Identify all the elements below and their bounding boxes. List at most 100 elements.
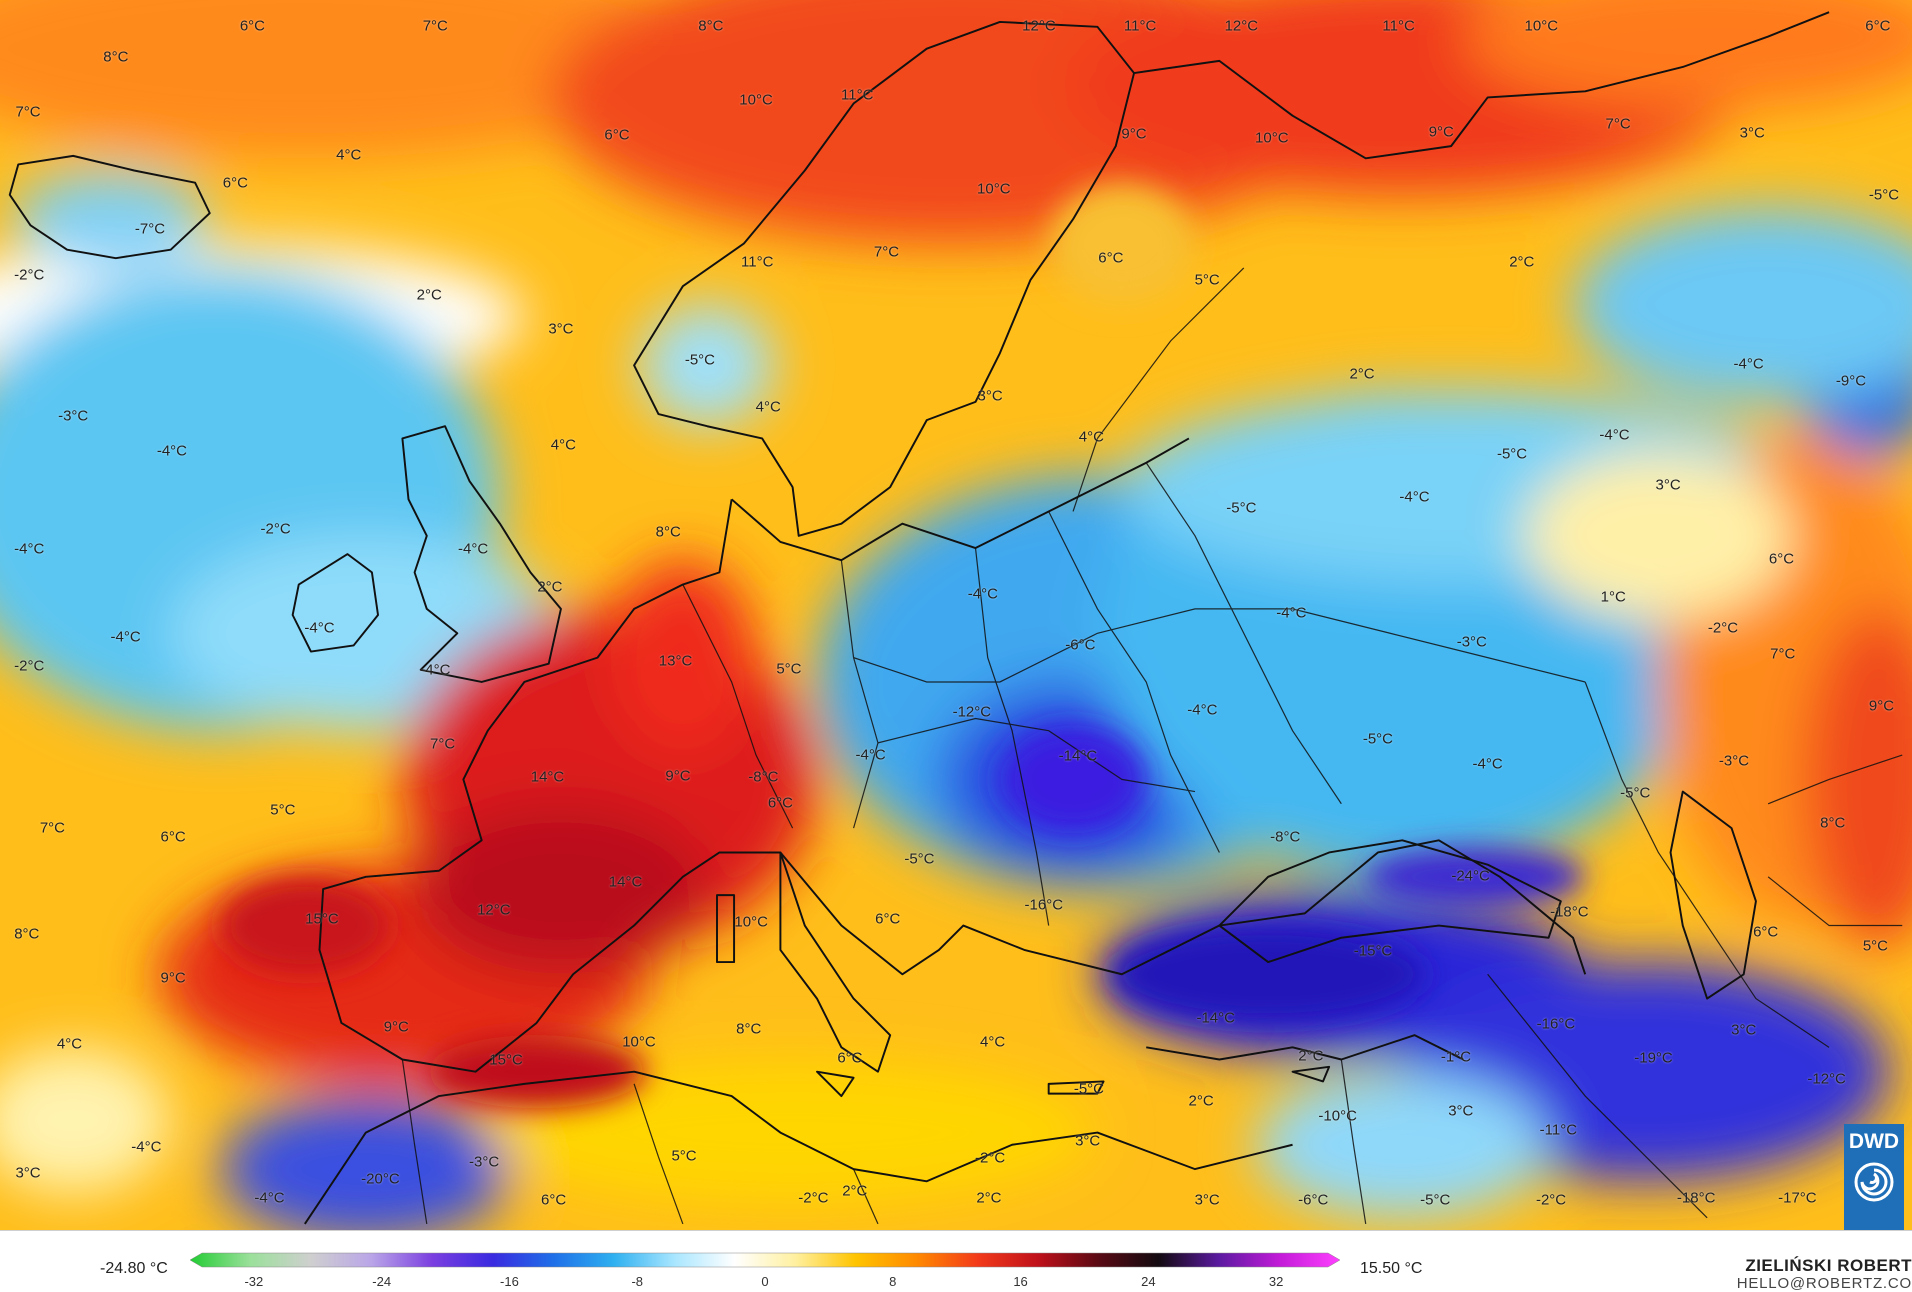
temperature-label: 11°C xyxy=(841,86,873,103)
temperature-label: -4°C xyxy=(131,1139,161,1156)
author-contact: HELLO@ROBERTZ.CO xyxy=(1737,1275,1912,1292)
temperature-label: 2°C xyxy=(842,1183,867,1200)
temperature-label: -2°C xyxy=(1708,620,1738,637)
temperature-label: -8°C xyxy=(1270,828,1300,845)
temperature-label: -17°C xyxy=(1778,1190,1817,1207)
temperature-label: -3°C xyxy=(1719,753,1749,770)
temperature-label: 9°C xyxy=(161,969,186,986)
temperature-label: 7°C xyxy=(430,736,455,753)
temperature-label: -12°C xyxy=(953,704,992,721)
temperature-field xyxy=(0,0,1912,1230)
temperature-label: -16°C xyxy=(1537,1016,1576,1033)
temperature-label: 2°C xyxy=(1189,1092,1214,1109)
temperature-label: 9°C xyxy=(1121,125,1146,142)
temperature-colorbar xyxy=(190,1251,1340,1269)
temperature-label: -5°C xyxy=(685,352,715,369)
temperature-label: -4°C xyxy=(1399,488,1429,505)
temperature-label: -11°C xyxy=(1540,1122,1577,1139)
temperature-label: 7°C xyxy=(1606,116,1631,133)
temperature-label: 6°C xyxy=(1098,250,1123,267)
temperature-label: -3°C xyxy=(1457,633,1487,650)
dwd-logo-text: DWD xyxy=(1844,1130,1904,1154)
temperature-label: -5°C xyxy=(1363,731,1393,748)
temperature-label: -10°C xyxy=(1318,1107,1357,1124)
temperature-label: -12°C xyxy=(1807,1070,1846,1087)
temperature-label: 5°C xyxy=(776,660,801,677)
temperature-label: 5°C xyxy=(270,801,295,818)
temperature-label: 4°C xyxy=(1079,429,1104,446)
temperature-label: -5°C xyxy=(1620,784,1650,801)
temperature-label: 4°C xyxy=(57,1035,82,1052)
temperature-label: 10°C xyxy=(734,913,768,930)
temperature-label: 13°C xyxy=(659,653,693,670)
temperature-label: -4°C xyxy=(1473,755,1503,772)
temperature-label: 6°C xyxy=(768,794,793,811)
temperature-label: -2°C xyxy=(14,267,44,284)
colorbar-max-label: 15.50 °C xyxy=(1360,1260,1422,1278)
temperature-label: -4°C xyxy=(254,1190,284,1207)
temperature-label: -3°C xyxy=(469,1153,499,1170)
temperature-label: 8°C xyxy=(1820,815,1845,832)
temperature-label: -7°C xyxy=(135,220,165,237)
temperature-label: 14°C xyxy=(609,873,643,890)
temperature-label: 15°C xyxy=(305,911,339,928)
temperature-label: -4°C xyxy=(1276,604,1306,621)
temperature-label: -18°C xyxy=(1677,1190,1716,1207)
temperature-label: 8°C xyxy=(14,926,39,943)
temperature-label: 3°C xyxy=(1448,1102,1473,1119)
temperature-label: 7°C xyxy=(874,244,899,261)
dwd-logo: DWD xyxy=(1844,1124,1904,1230)
temperature-label: -4°C xyxy=(856,747,886,764)
temperature-label: 10°C xyxy=(739,91,773,108)
temperature-label: -6°C xyxy=(1298,1191,1328,1208)
temperature-label: 7°C xyxy=(1770,645,1795,662)
temperature-label: -16°C xyxy=(1025,896,1064,913)
temperature-label: 2°C xyxy=(417,286,442,303)
temperature-label: 2°C xyxy=(537,578,562,595)
temperature-label: 9°C xyxy=(665,767,690,784)
temperature-label: 2°C xyxy=(1349,365,1374,382)
temperature-label: 3°C xyxy=(1731,1022,1756,1039)
temperature-label: 9°C xyxy=(384,1018,409,1035)
temperature-label: -6°C xyxy=(1065,637,1095,654)
temperature-label: 10°C xyxy=(1525,17,1559,34)
temperature-label: -14°C xyxy=(1059,748,1098,765)
temperature-label: -4°C xyxy=(14,541,44,558)
temperature-label: 5°C xyxy=(1195,272,1220,289)
temperature-label: 8°C xyxy=(736,1021,761,1038)
temperature-label: -5°C xyxy=(1869,186,1899,203)
temperature-label: 7°C xyxy=(15,104,40,121)
temperature-label: 10°C xyxy=(1255,129,1289,146)
temperature-label: 8°C xyxy=(698,17,723,34)
temperature-label: 6°C xyxy=(1865,17,1890,34)
temperature-label: -5°C xyxy=(904,850,934,867)
temperature-label: 4°C xyxy=(756,398,781,415)
temperature-label: -4°C xyxy=(111,628,141,645)
temperature-label: 3°C xyxy=(1656,476,1681,493)
temperature-label: -5°C xyxy=(1226,499,1256,516)
temperature-label: 9°C xyxy=(1869,698,1894,715)
temperature-label: -20°C xyxy=(361,1170,400,1187)
temperature-label: -4°C xyxy=(1599,426,1629,443)
temperature-label: 1°C xyxy=(1601,588,1626,605)
temperature-label: 6°C xyxy=(223,174,248,191)
temperature-label: -2°C xyxy=(975,1150,1005,1167)
temperature-label: 6°C xyxy=(1769,550,1794,567)
temperature-label: 8°C xyxy=(656,524,681,541)
temperature-label: 3°C xyxy=(15,1164,40,1181)
colorbar-min-label: -24.80 °C xyxy=(100,1260,168,1278)
temperature-label: -2°C xyxy=(1536,1191,1566,1208)
temperature-label: 6°C xyxy=(604,127,629,144)
temperature-label: 11°C xyxy=(1124,17,1156,34)
temperature-label: -1°C xyxy=(1441,1049,1471,1066)
temperature-label: 6°C xyxy=(875,911,900,928)
temperature-label: 3°C xyxy=(1195,1191,1220,1208)
temperature-label: 4°C xyxy=(336,146,361,163)
temperature-label: -15°C xyxy=(1354,943,1393,960)
temperature-label: -19°C xyxy=(1634,1050,1673,1067)
temperature-label: 10°C xyxy=(622,1034,656,1051)
temperature-label: -2°C xyxy=(260,520,290,537)
temperature-label: 2°C xyxy=(976,1190,1001,1207)
temperature-label: 3°C xyxy=(978,387,1003,404)
temperature-label: 11°C xyxy=(741,253,773,270)
